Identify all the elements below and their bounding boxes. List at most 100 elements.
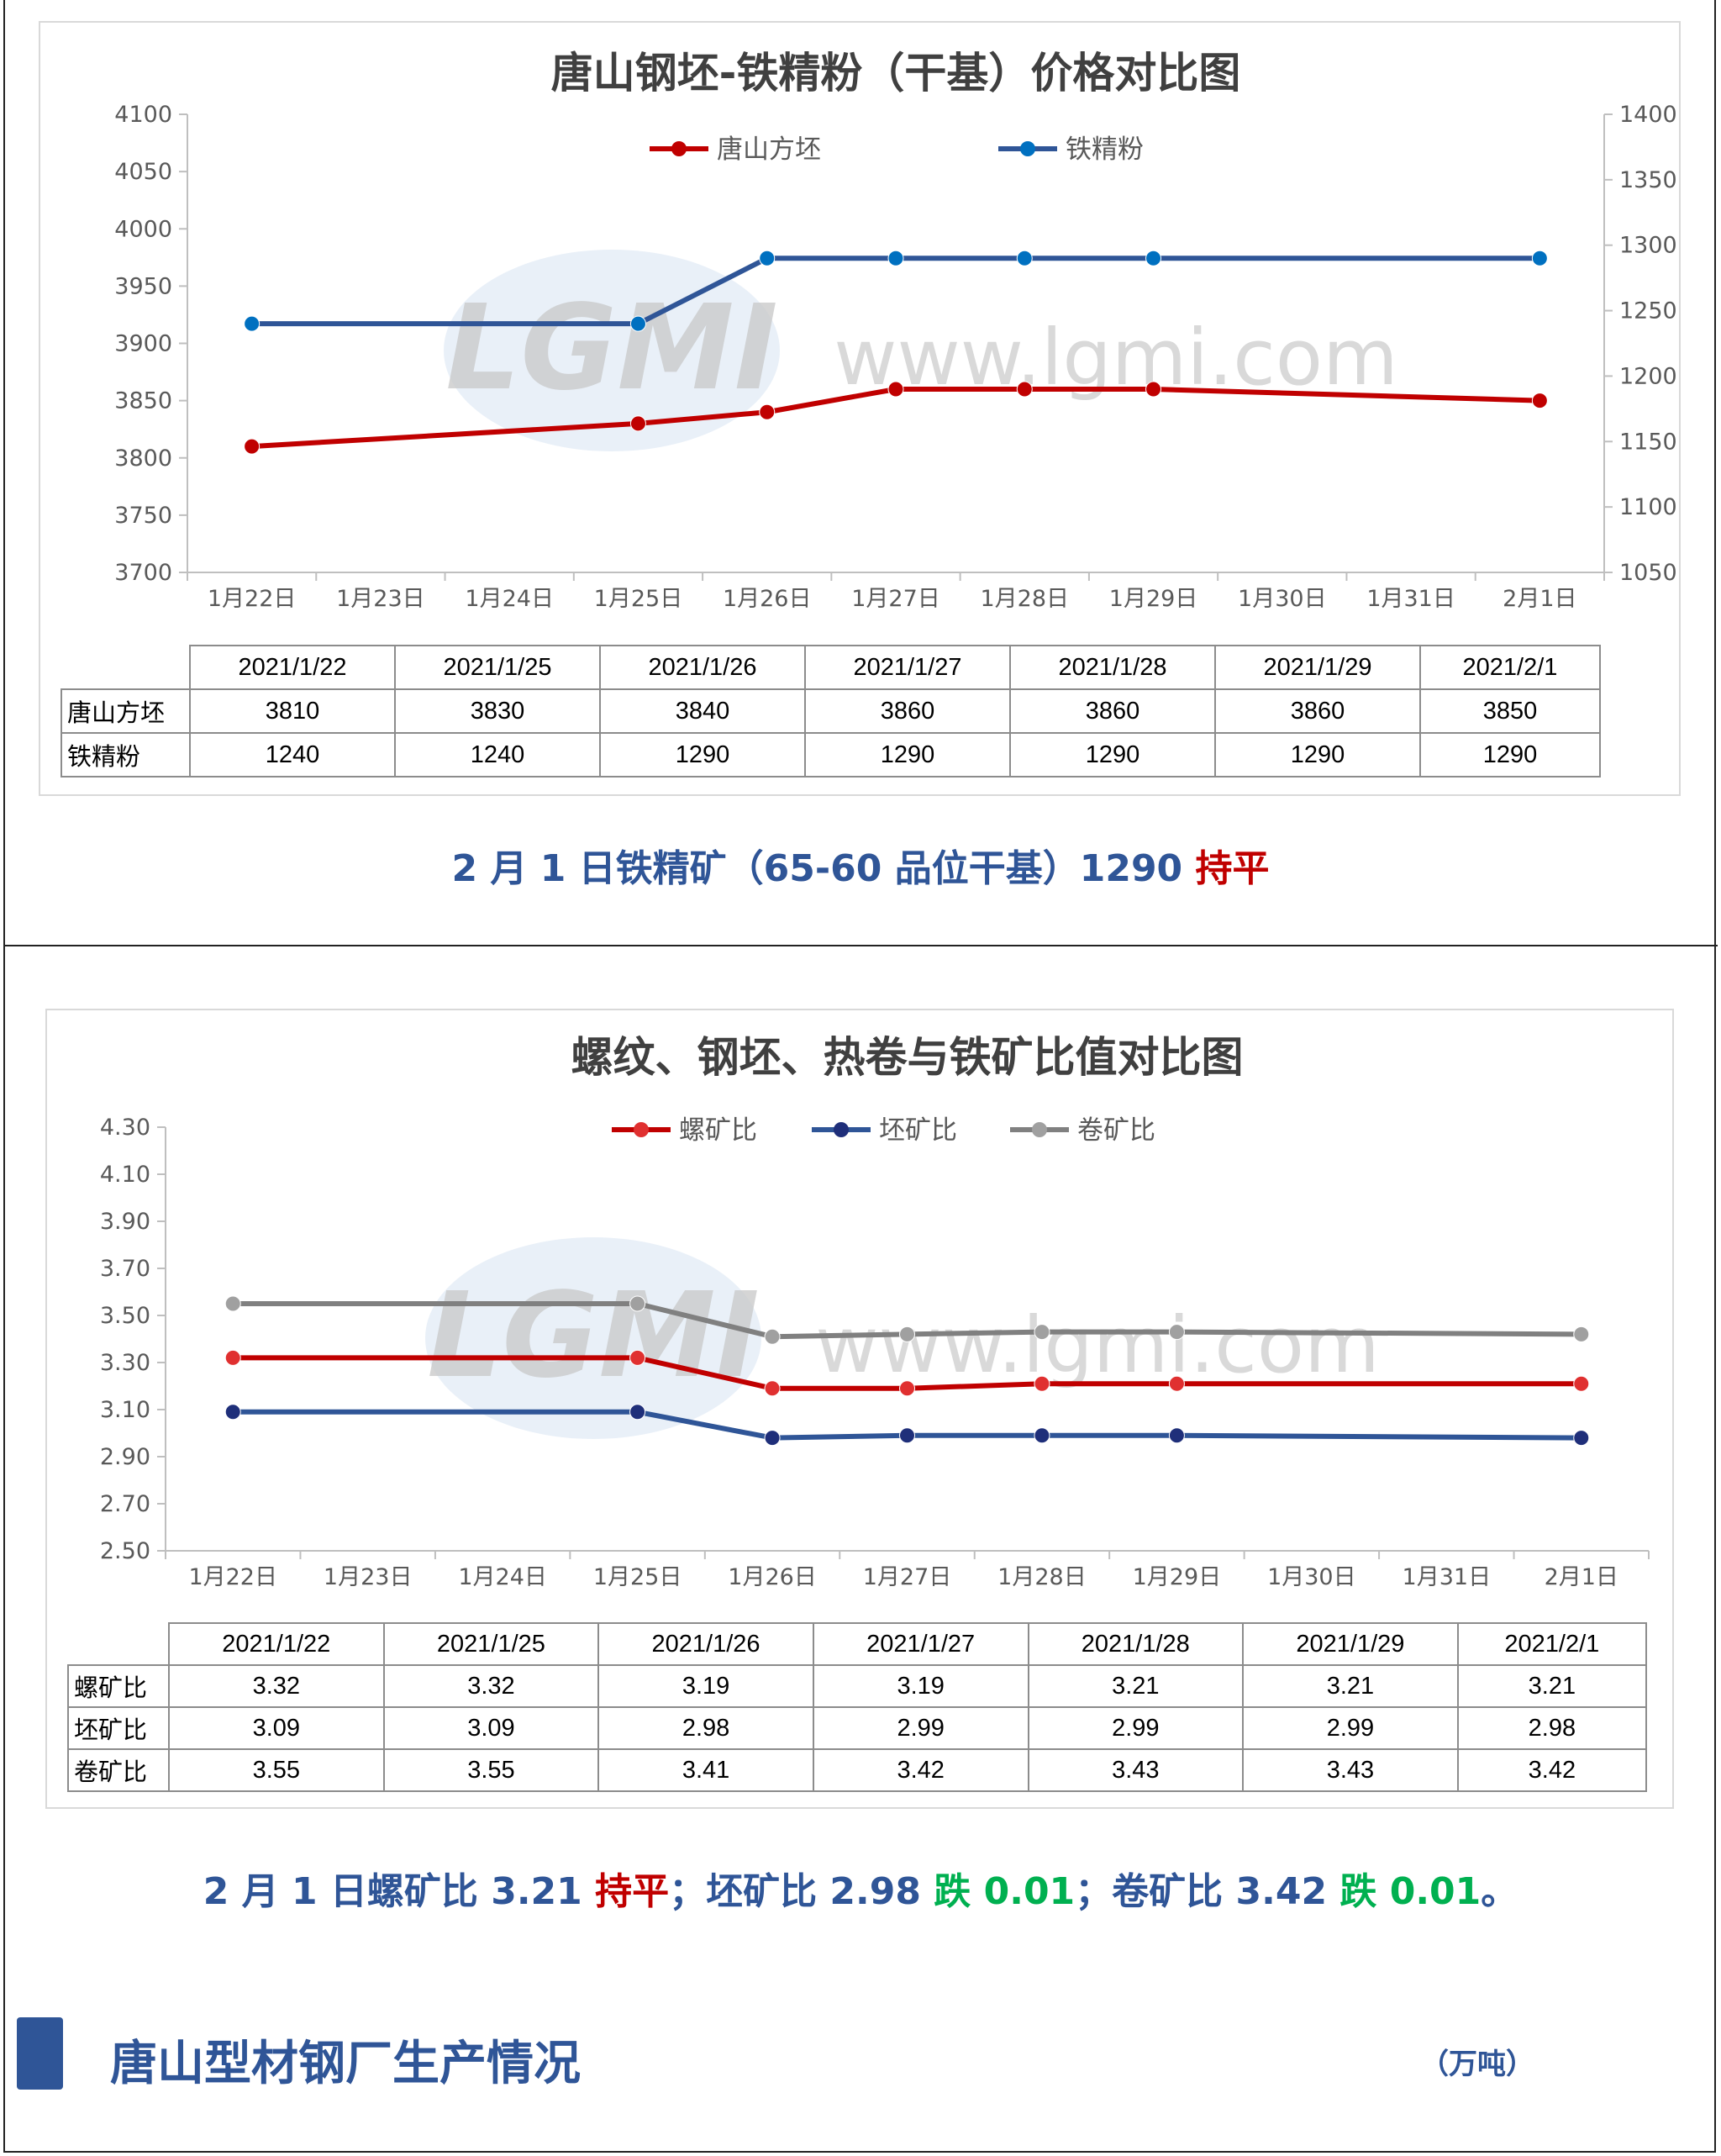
chart-title: 唐山钢坯-铁精粉（干基）价格对比图 <box>551 49 1241 98</box>
table-header: 2021/1/29 <box>1214 645 1421 690</box>
y-tick-label-right: 1350 <box>1619 167 1677 193</box>
legend-label: 卷矿比 <box>1077 1115 1155 1146</box>
watermark-logo: LGMI <box>445 280 778 417</box>
table-cell: 2.99 <box>812 1706 1029 1750</box>
table-cell: 1290 <box>1419 732 1601 778</box>
table-header: 2021/1/22 <box>189 645 396 690</box>
x-tick-label: 1月31日 <box>1403 1564 1492 1590</box>
data-point <box>1145 381 1162 398</box>
data-point <box>1531 393 1548 409</box>
x-tick-label: 2月1日 <box>1503 586 1576 612</box>
table-cell: 3.19 <box>812 1664 1029 1708</box>
y-tick-label: 4100 <box>114 102 172 128</box>
row-label: 螺矿比 <box>67 1664 170 1708</box>
table-header: 2021/2/1 <box>1456 1622 1648 1666</box>
watermark-logo-ellipse <box>444 250 780 451</box>
x-tick-label: 1月24日 <box>458 1564 547 1590</box>
table-header: 2021/1/25 <box>382 1622 600 1666</box>
table-header: 2021/1/27 <box>804 645 1011 690</box>
table-cell: 1290 <box>1009 732 1216 778</box>
table-cell: 3.41 <box>597 1748 814 1792</box>
data-point <box>224 1295 241 1312</box>
x-tick-label: 1月22日 <box>208 586 297 612</box>
table-cell: 3.42 <box>1456 1748 1648 1792</box>
summary-status: 跌 0.01 <box>1339 1870 1482 1913</box>
y-tick-label: 4050 <box>114 159 172 185</box>
y-tick-label: 3950 <box>114 273 172 299</box>
table-header: 2021/1/28 <box>1027 1622 1245 1666</box>
data-point <box>1573 1375 1590 1392</box>
data-point <box>1168 1324 1185 1341</box>
table-cell: 3.21 <box>1027 1664 1245 1708</box>
row-label: 铁精粉 <box>61 732 191 778</box>
data-point <box>899 1326 915 1342</box>
table-header: 2021/1/29 <box>1242 1622 1459 1666</box>
legend-label: 铁精粉 <box>1066 134 1144 165</box>
data-point <box>887 250 904 266</box>
table-cell: 3.21 <box>1242 1664 1459 1708</box>
data-point <box>1034 1427 1050 1444</box>
table-cell: 1240 <box>189 732 396 778</box>
summary-text: 2 月 1 日螺矿比 3.21 <box>203 1870 596 1913</box>
table-header: 2021/1/26 <box>597 1622 814 1666</box>
y-tick-label: 2.70 <box>100 1491 150 1517</box>
data-point <box>629 415 646 432</box>
data-point <box>224 1404 241 1421</box>
table-cell: 3.55 <box>382 1748 600 1792</box>
summary-status: 持平 <box>595 1870 670 1913</box>
y-tick-label: 4.10 <box>100 1162 150 1188</box>
data-point <box>759 250 776 266</box>
table-cell: 3.55 <box>168 1748 385 1792</box>
y-tick-label-right: 1200 <box>1619 363 1677 389</box>
x-tick-label: 1月28日 <box>980 586 1069 612</box>
data-point <box>1168 1427 1185 1444</box>
table-cell: 3.09 <box>168 1706 385 1750</box>
row-label: 卷矿比 <box>67 1748 170 1792</box>
table-cell: 1290 <box>1214 732 1421 778</box>
summary-iron-ore: 2 月 1 日铁精矿（65-60 品位干基）1290 持平 <box>0 838 1721 892</box>
legend-label: 坯矿比 <box>879 1115 957 1146</box>
data-point <box>1573 1326 1590 1342</box>
x-tick-label: 1月27日 <box>863 1564 952 1590</box>
legend-marker <box>1020 141 1035 156</box>
data-point <box>629 1404 646 1421</box>
data-point <box>1531 250 1548 266</box>
table-cell: 3.21 <box>1456 1664 1648 1708</box>
table-cell: 3.32 <box>382 1664 600 1708</box>
watermark-logo-ellipse <box>425 1237 761 1439</box>
legend-marker <box>834 1122 849 1137</box>
x-tick-label: 1月26日 <box>723 586 812 612</box>
data-point <box>764 1328 781 1345</box>
table-cell: 3850 <box>1419 688 1601 734</box>
section-marker <box>17 2017 63 2090</box>
table-cell: 2.98 <box>1456 1706 1648 1750</box>
y-tick-label: 3700 <box>114 560 172 586</box>
y-tick-label: 4000 <box>114 216 172 242</box>
y-tick-label: 3850 <box>114 388 172 414</box>
table-cell: 3.42 <box>812 1748 1029 1792</box>
data-point <box>1016 250 1033 266</box>
data-point <box>887 381 904 398</box>
summary-text: 2 月 1 日铁精矿（65-60 品位干基）1290 <box>451 847 1196 890</box>
x-tick-label: 1月29日 <box>1133 1564 1222 1590</box>
chart-title: 螺纹、钢坯、热卷与铁矿比值对比图 <box>571 1033 1244 1082</box>
table-header: 2021/1/25 <box>394 645 601 690</box>
watermark-url: www.lgmi.com <box>815 1300 1379 1390</box>
y-tick-label-right: 1050 <box>1619 560 1677 586</box>
data-point <box>1145 250 1162 266</box>
y-tick-label-right: 1150 <box>1619 429 1677 455</box>
data-point <box>629 1295 646 1312</box>
data-point <box>629 1349 646 1366</box>
table-cell: 2.98 <box>597 1706 814 1750</box>
table-cell: 1290 <box>804 732 1011 778</box>
y-tick-label-right: 1400 <box>1619 102 1677 128</box>
table-cell: 1240 <box>394 732 601 778</box>
data-point <box>899 1380 915 1397</box>
x-tick-label: 1月24日 <box>465 586 554 612</box>
y-tick-label: 3.90 <box>100 1209 150 1235</box>
chart2-svg: 螺纹、钢坯、热卷与铁矿比值对比图 LGMI www.lgmi.com 1月22日 1月2… <box>100 1033 1650 1590</box>
summary-text: 。 <box>1481 1870 1518 1913</box>
table-row: 唐山方坯 3810 3830 3840 3860 3860 3860 3850 <box>61 688 1601 734</box>
data-point <box>1034 1375 1050 1392</box>
y-tick-label: 2.90 <box>100 1444 150 1470</box>
